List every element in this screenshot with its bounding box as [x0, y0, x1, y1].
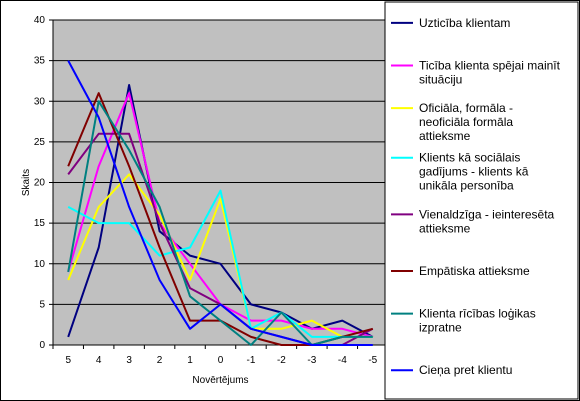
legend-label-7: Klienta rīcības loģikas izpratne: [419, 307, 536, 335]
x-tick-label: -2: [277, 355, 286, 366]
x-tick-label: 5: [65, 355, 71, 366]
series-line-3: [67, 173, 373, 338]
x-tick-label: 2: [157, 355, 163, 366]
x-tick-label: -3: [307, 355, 316, 366]
series-line-8: [67, 60, 373, 346]
legend-label-2: Ticība klienta spējai mainīt situāciju: [419, 58, 561, 86]
legend-label-3: Oficiāla, formāla -neoficiāla formāla att…: [419, 101, 513, 143]
y-tick-label: 35: [34, 56, 46, 67]
y-tick-label: 0: [39, 340, 45, 351]
series-line-4: [67, 189, 373, 338]
x-tick-label: 4: [96, 355, 102, 366]
x-axis-title: Novērtējums: [192, 375, 248, 386]
x-tick-label: 0: [218, 355, 224, 366]
series-line-7: [67, 100, 373, 346]
y-tick-label: 25: [34, 137, 46, 148]
legend-label-1: Uzticība klientam: [419, 16, 510, 30]
legend: Uzticība klientam Ticība klienta spējai m…: [384, 1, 579, 400]
y-tick-label: 5: [39, 299, 45, 310]
y-axis-title: Skaits: [21, 169, 32, 196]
legend-label-4: Klients kā sociālais gadījums - klients k…: [419, 151, 529, 193]
plot-area: [52, 19, 389, 346]
legend-label-6: Empātiska attieksme: [419, 264, 530, 278]
y-tick-label: 20: [34, 178, 46, 189]
legend-label-5: Vienaldzīga - ieinteresēta attieksme: [419, 207, 555, 235]
series-lines: [67, 60, 374, 346]
y-tick-label: 30: [34, 96, 46, 107]
y-tick-label: 40: [34, 15, 46, 26]
x-tick-label: 1: [187, 355, 193, 366]
legend-box: [384, 1, 579, 400]
x-tick-label: -5: [368, 355, 377, 366]
x-tick-label: -1: [247, 355, 256, 366]
y-tick-label: 10: [34, 259, 46, 270]
x-tick-label: 3: [126, 355, 132, 366]
y-tick-label: 15: [34, 218, 46, 229]
x-tick-label: -4: [338, 355, 347, 366]
legend-label-8: Cieņa pret klientu: [419, 363, 512, 377]
